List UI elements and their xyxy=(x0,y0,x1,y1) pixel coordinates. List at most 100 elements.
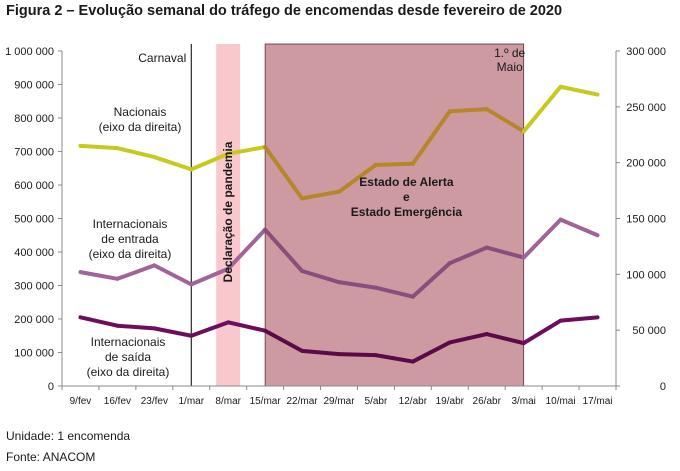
series-nacionais-segment xyxy=(521,84,563,134)
series-nacionais-segment xyxy=(410,109,452,166)
series-nacionais-segment xyxy=(189,151,231,172)
y-left-tick-label: 300 000 xyxy=(14,281,54,293)
series-entrada-segment xyxy=(337,280,378,290)
chart-annotations: Carnaval Declaração de pandemia Estado de … xyxy=(87,46,526,379)
series-saida-segment xyxy=(410,340,452,364)
series-nacionais-segment xyxy=(152,155,194,172)
series-saida-segment xyxy=(152,326,194,338)
y-left-tick-label: 200 000 xyxy=(14,314,54,326)
emergency-label: Estado Emergência xyxy=(351,205,463,219)
y-left-tick-label: 400 000 xyxy=(14,247,54,259)
y-left-tick-label: 100 000 xyxy=(14,348,54,360)
y-right-tick-label: 0 xyxy=(660,381,666,393)
series-entrada-segment xyxy=(558,217,600,238)
series-nacionais-segment xyxy=(226,145,268,156)
series-lines xyxy=(78,84,600,364)
chart-title: Figura 2 – Evolução semanal do tráfego d… xyxy=(6,3,563,19)
pandemic-label: Declaração de pandemia xyxy=(221,141,235,282)
series-entrada-segment xyxy=(226,227,268,271)
entrada-label: de entrada xyxy=(101,232,159,246)
series-saida-segment xyxy=(263,328,305,353)
x-tick-label: 16/fev xyxy=(104,396,131,407)
x-tick-label: 19/abr xyxy=(436,396,465,407)
x-tick-label: 15/mar xyxy=(250,396,282,407)
carnaval-label: Carnaval xyxy=(138,51,186,65)
series-nacionais-segment xyxy=(263,145,305,201)
series-saida-segment xyxy=(558,315,600,323)
series-saida-segment xyxy=(226,320,268,333)
y-right-tick-label: 50 000 xyxy=(632,325,666,337)
series-entrada-segment xyxy=(152,263,194,287)
x-tick-label: 26/abr xyxy=(473,396,502,407)
series-nacionais-segment xyxy=(373,161,415,167)
x-tick-label: 3/mai xyxy=(511,396,535,407)
series-entrada-segment xyxy=(78,270,120,281)
y-left-tick-label: 1 000 000 xyxy=(5,46,54,58)
series-nacionais-segment xyxy=(337,162,378,194)
entrada-label: Internacionais xyxy=(93,217,168,231)
y-right-tick-label: 200 000 xyxy=(626,158,666,170)
unit-note: Unidade: 1 encomenda xyxy=(6,429,131,443)
emergency-band xyxy=(264,43,525,387)
y-right-tick-label: 250 000 xyxy=(626,102,666,114)
x-tick-label: 17/mai xyxy=(583,396,613,407)
y-left-tick-label: 0 xyxy=(48,381,54,393)
pandemic-band xyxy=(216,44,241,386)
series-entrada-segment xyxy=(189,266,231,287)
x-tick-label: 9/fev xyxy=(70,396,92,407)
y-left-tick-label: 800 000 xyxy=(14,113,54,125)
series-saida-segment xyxy=(78,315,120,328)
series-nacionais-segment xyxy=(115,146,157,160)
nacionais-label: Nacionais xyxy=(114,105,167,119)
emergency-label: Estado de Alerta xyxy=(359,175,454,189)
y-left-tick-label: 600 000 xyxy=(14,180,54,192)
series-saida-segment xyxy=(484,332,526,346)
y-right-tick-label: 300 000 xyxy=(626,46,666,58)
emergency-label: e xyxy=(403,190,410,204)
x-tick-label: 29/mar xyxy=(323,396,355,407)
may-day-label: Maio xyxy=(497,60,523,74)
saida-label: de saída xyxy=(105,350,151,364)
axes: 0 100 000 200 000 300 000 400 000 500 000 600 … xyxy=(5,46,666,407)
series-saida-segment xyxy=(337,352,378,358)
source-note: Fonte: ANACOM xyxy=(6,450,96,464)
x-tick-label: 23/fev xyxy=(141,396,168,407)
series-nacionais-segment xyxy=(78,143,120,151)
series-saida-segment xyxy=(373,353,415,364)
series-entrada-segment xyxy=(115,263,157,281)
x-tick-label: 22/mar xyxy=(287,396,319,407)
y-left-tick-label: 900 000 xyxy=(14,80,54,92)
x-tick-label: 8/mar xyxy=(215,396,241,407)
series-saida-segment xyxy=(115,323,157,331)
series-entrada-segment xyxy=(484,245,526,260)
entrada-label: (eixo da direita) xyxy=(89,247,172,261)
saida-label: (eixo da direita) xyxy=(87,365,170,379)
series-saida-segment xyxy=(300,348,341,357)
y-right-tick-label: 150 000 xyxy=(626,214,666,226)
series-nacionais-segment xyxy=(447,107,489,114)
y-right-tick-label: 100 000 xyxy=(626,269,666,281)
series-saida-segment xyxy=(447,332,489,345)
series-entrada-segment xyxy=(410,261,452,299)
series-entrada-segment xyxy=(521,217,563,260)
nacionais-label: (eixo da direita) xyxy=(99,120,182,134)
series-entrada-segment xyxy=(447,245,489,266)
series-nacionais-segment xyxy=(558,84,600,97)
series-entrada-segment xyxy=(300,268,341,285)
event-bands xyxy=(190,43,525,387)
series-entrada-segment xyxy=(263,227,305,273)
y-left-tick-label: 700 000 xyxy=(14,147,54,159)
series-nacionais-segment xyxy=(484,107,526,134)
x-tick-label: 1/mar xyxy=(178,396,204,407)
series-nacionais-segment xyxy=(300,189,341,201)
series-saida-segment xyxy=(521,318,563,346)
x-tick-label: 10/mai xyxy=(546,396,576,407)
x-tick-label: 12/abr xyxy=(399,396,428,407)
series-saida-segment xyxy=(189,320,231,338)
series-entrada-segment xyxy=(373,285,415,299)
x-tick-label: 5/abr xyxy=(365,396,388,407)
y-left-tick-label: 500 000 xyxy=(14,214,54,226)
saida-label: Internacionais xyxy=(91,335,166,349)
may-day-label: 1.º de xyxy=(494,46,525,60)
